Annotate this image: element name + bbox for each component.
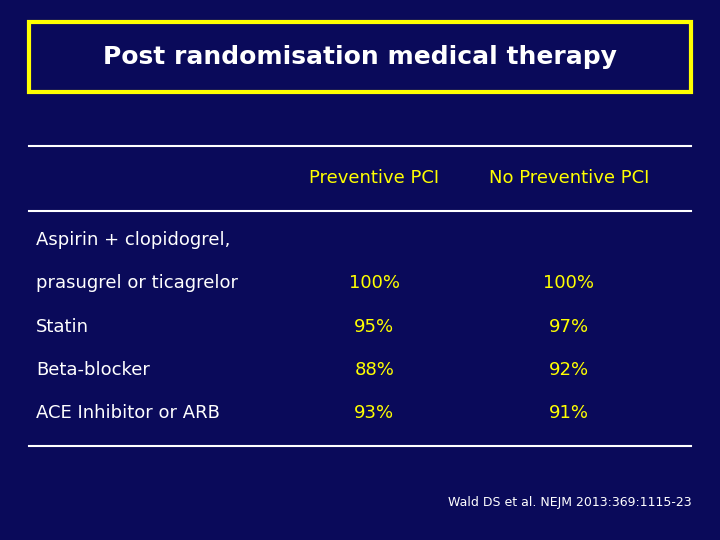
Text: 88%: 88%: [354, 361, 395, 379]
Text: Statin: Statin: [36, 318, 89, 336]
Text: 100%: 100%: [544, 274, 594, 293]
Text: 93%: 93%: [354, 404, 395, 422]
Text: Post randomisation medical therapy: Post randomisation medical therapy: [103, 45, 617, 69]
Text: ACE Inhibitor or ARB: ACE Inhibitor or ARB: [36, 404, 220, 422]
Text: No Preventive PCI: No Preventive PCI: [489, 169, 649, 187]
Text: 100%: 100%: [349, 274, 400, 293]
Text: Wald DS et al. NEJM 2013:369:1115-23: Wald DS et al. NEJM 2013:369:1115-23: [448, 496, 691, 509]
Text: 92%: 92%: [549, 361, 589, 379]
Text: Aspirin + clopidogrel,: Aspirin + clopidogrel,: [36, 231, 230, 249]
Text: 91%: 91%: [549, 404, 589, 422]
Text: Beta-blocker: Beta-blocker: [36, 361, 150, 379]
Text: prasugrel or ticagrelor: prasugrel or ticagrelor: [36, 274, 238, 293]
Text: 97%: 97%: [549, 318, 589, 336]
Text: Preventive PCI: Preventive PCI: [310, 169, 439, 187]
Text: 95%: 95%: [354, 318, 395, 336]
FancyBboxPatch shape: [29, 22, 691, 92]
